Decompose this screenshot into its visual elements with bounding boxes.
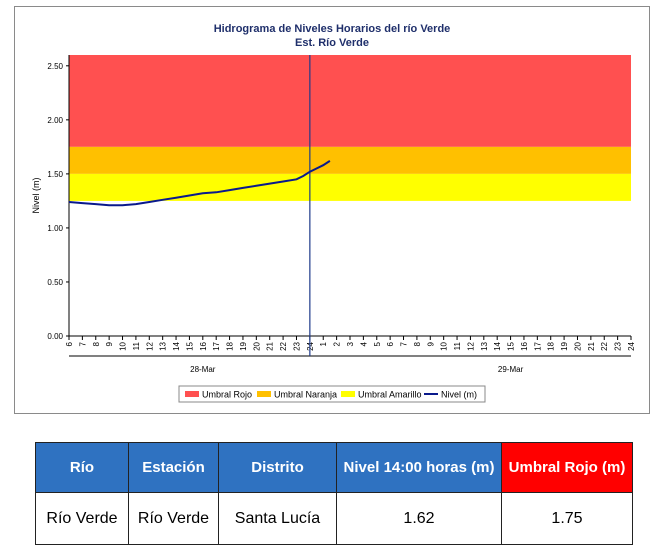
chart-subtitle: Est. Río Verde (295, 37, 369, 49)
x-tick-label: 13 (480, 341, 489, 350)
x-tick-label: 14 (493, 341, 502, 350)
x-tick-label: 18 (226, 341, 235, 350)
x-tick-label: 17 (212, 341, 221, 350)
cell-rio: Río Verde (35, 492, 129, 545)
y-tick-label: 2.50 (47, 62, 63, 71)
x-tick-label: 6 (386, 341, 395, 346)
x-tick-label: 11 (453, 341, 462, 350)
chart-frame: Hidrograma de Niveles Horarios del río V… (14, 6, 650, 414)
x-tick-label: 6 (65, 341, 74, 346)
chart-title: Hidrograma de Niveles Horarios del río V… (214, 23, 451, 35)
x-tick-label: 14 (172, 341, 181, 350)
header-umbral-rojo: Umbral Rojo (m) (501, 442, 633, 493)
legend-swatch (257, 391, 271, 397)
x-tick-label: 20 (252, 341, 261, 350)
x-tick-label: 4 (359, 341, 368, 346)
hydrograph-chart: Hidrograma de Niveles Horarios del río V… (31, 23, 636, 403)
header-distrito: Distrito (218, 442, 337, 493)
x-tick-label: 24 (627, 341, 636, 350)
x-tick-label: 18 (547, 341, 556, 350)
x-tick-label: 10 (440, 341, 449, 350)
x-tick-label: 16 (520, 341, 529, 350)
y-tick-label: 0.00 (47, 332, 63, 341)
y-tick-label: 0.50 (47, 278, 63, 287)
legend-label: Umbral Naranja (274, 390, 337, 400)
x-tick-label: 15 (185, 341, 194, 350)
legend-swatch (341, 391, 355, 397)
x-tick-label: 11 (132, 341, 141, 350)
x-tick-label: 8 (92, 341, 101, 346)
legend-label: Nivel (m) (441, 390, 477, 400)
band-umbral-naranja (69, 146, 631, 174)
x-tick-label: 12 (145, 341, 154, 350)
x-tick-label: 9 (426, 341, 435, 346)
x-tick-label: 1 (319, 341, 328, 346)
header-rio: Río (35, 442, 129, 493)
header-nivel: Nivel 14:00 horas (m) (336, 442, 502, 493)
x-tick-label: 12 (466, 341, 475, 350)
x-tick-label: 16 (199, 341, 208, 350)
x-tick-label: 15 (507, 341, 516, 350)
table-header-row: Río Estación Distrito Nivel 14:00 horas … (35, 442, 633, 493)
y-tick-label: 2.00 (47, 116, 63, 125)
x-tick-label: 21 (587, 341, 596, 350)
x-tick-label: 9 (105, 341, 114, 346)
x-tick-label: 23 (292, 341, 301, 350)
band-umbral-rojo (69, 55, 631, 147)
x-tick-label: 13 (159, 341, 168, 350)
date-label: 29-Mar (498, 365, 524, 374)
x-tick-label: 5 (373, 341, 382, 346)
cell-nivel: 1.62 (336, 492, 502, 545)
legend-box (178, 385, 486, 403)
x-tick-label: 22 (279, 341, 288, 350)
x-tick-label: 23 (614, 341, 623, 350)
x-tick-label: 3 (346, 341, 355, 346)
x-tick-label: 10 (119, 341, 128, 350)
x-tick-label: 7 (400, 341, 409, 346)
x-tick-label: 22 (600, 341, 609, 350)
y-axis-title: Nivel (m) (31, 178, 41, 214)
legend-label: Umbral Amarillo (358, 390, 422, 400)
y-tick-label: 1.00 (47, 224, 63, 233)
x-tick-label: 2 (333, 341, 342, 346)
header-estacion: Estación (128, 442, 219, 493)
info-table: Río Estación Distrito Nivel 14:00 horas … (35, 442, 633, 545)
date-label: 28-Mar (190, 365, 216, 374)
legend-swatch (185, 391, 199, 397)
cell-estacion: Río Verde (128, 492, 219, 545)
x-tick-label: 21 (266, 341, 275, 350)
series-line-nivel (68, 160, 331, 207)
y-tick-label: 1.50 (47, 170, 63, 179)
x-tick-label: 8 (413, 341, 422, 346)
x-tick-label: 7 (78, 341, 87, 346)
x-tick-label: 19 (239, 341, 248, 350)
x-tick-label: 17 (533, 341, 542, 350)
cell-umbral-rojo: 1.75 (501, 492, 633, 545)
x-tick-label: 19 (560, 341, 569, 350)
x-tick-label: 20 (573, 341, 582, 350)
legend-label: Umbral Rojo (202, 390, 252, 400)
table-row: Río Verde Río Verde Santa Lucía 1.62 1.7… (35, 492, 633, 545)
cell-distrito: Santa Lucía (218, 492, 337, 545)
band-umbral-amarillo (69, 173, 631, 201)
